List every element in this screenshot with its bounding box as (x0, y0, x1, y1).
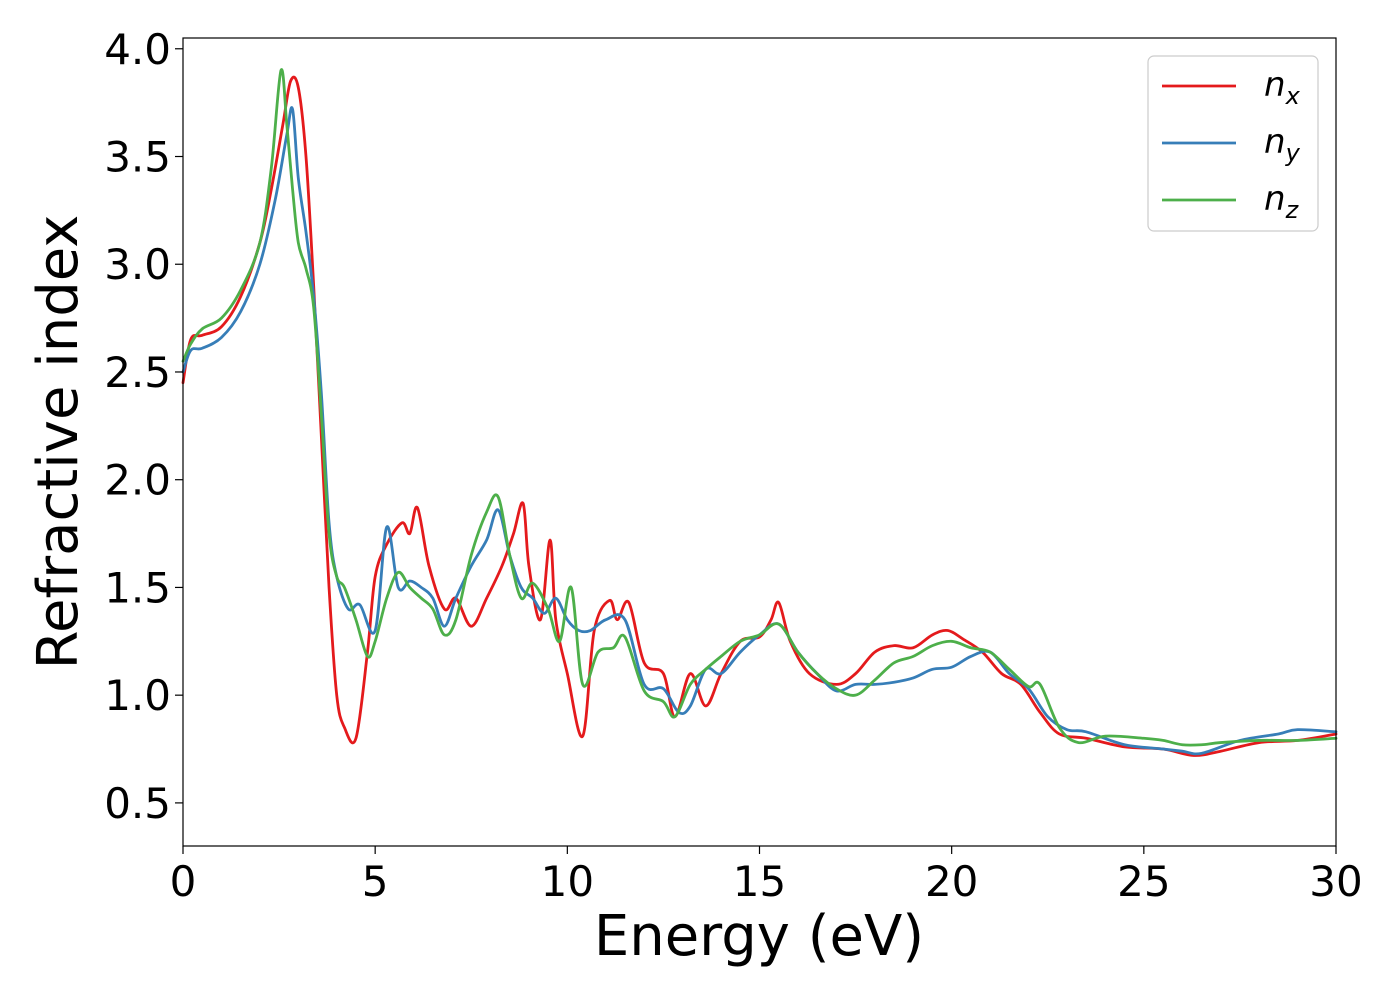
y-tick-label: 1.0 (104, 671, 171, 720)
legend-label-y: ny (1264, 122, 1301, 167)
y-axis-title: Refractive index (26, 215, 91, 670)
y-tick-label: 3.5 (104, 133, 171, 182)
x-tick-label: 20 (925, 857, 978, 906)
legend: nx ny nz (1147, 55, 1319, 232)
x-axis: 0 5 10 15 20 25 30 (170, 846, 1363, 906)
y-tick-label: 0.5 (104, 779, 171, 828)
legend-label-z: nz (1264, 179, 1300, 224)
y-tick-label: 4.0 (104, 25, 171, 74)
series-layer (181, 68, 1338, 757)
plot-area (183, 38, 1336, 846)
series-line-z (181, 68, 1338, 747)
y-tick-label: 2.0 (104, 456, 171, 505)
y-tick-label: 2.5 (104, 348, 171, 397)
x-tick-label: 0 (170, 857, 197, 906)
y-tick-label: 1.5 (104, 563, 171, 612)
x-tick-label: 10 (541, 857, 594, 906)
y-axis: 0.5 1.0 1.5 2.0 2.5 3.0 3.5 4.0 (104, 25, 183, 828)
y-tick-label: 3.0 (104, 240, 171, 289)
x-tick-label: 5 (362, 857, 389, 906)
x-axis-title: Energy (eV) (594, 904, 924, 969)
legend-label-x: nx (1264, 65, 1301, 110)
x-tick-label: 30 (1309, 857, 1362, 906)
x-tick-label: 15 (733, 857, 786, 906)
x-tick-label: 25 (1117, 857, 1170, 906)
